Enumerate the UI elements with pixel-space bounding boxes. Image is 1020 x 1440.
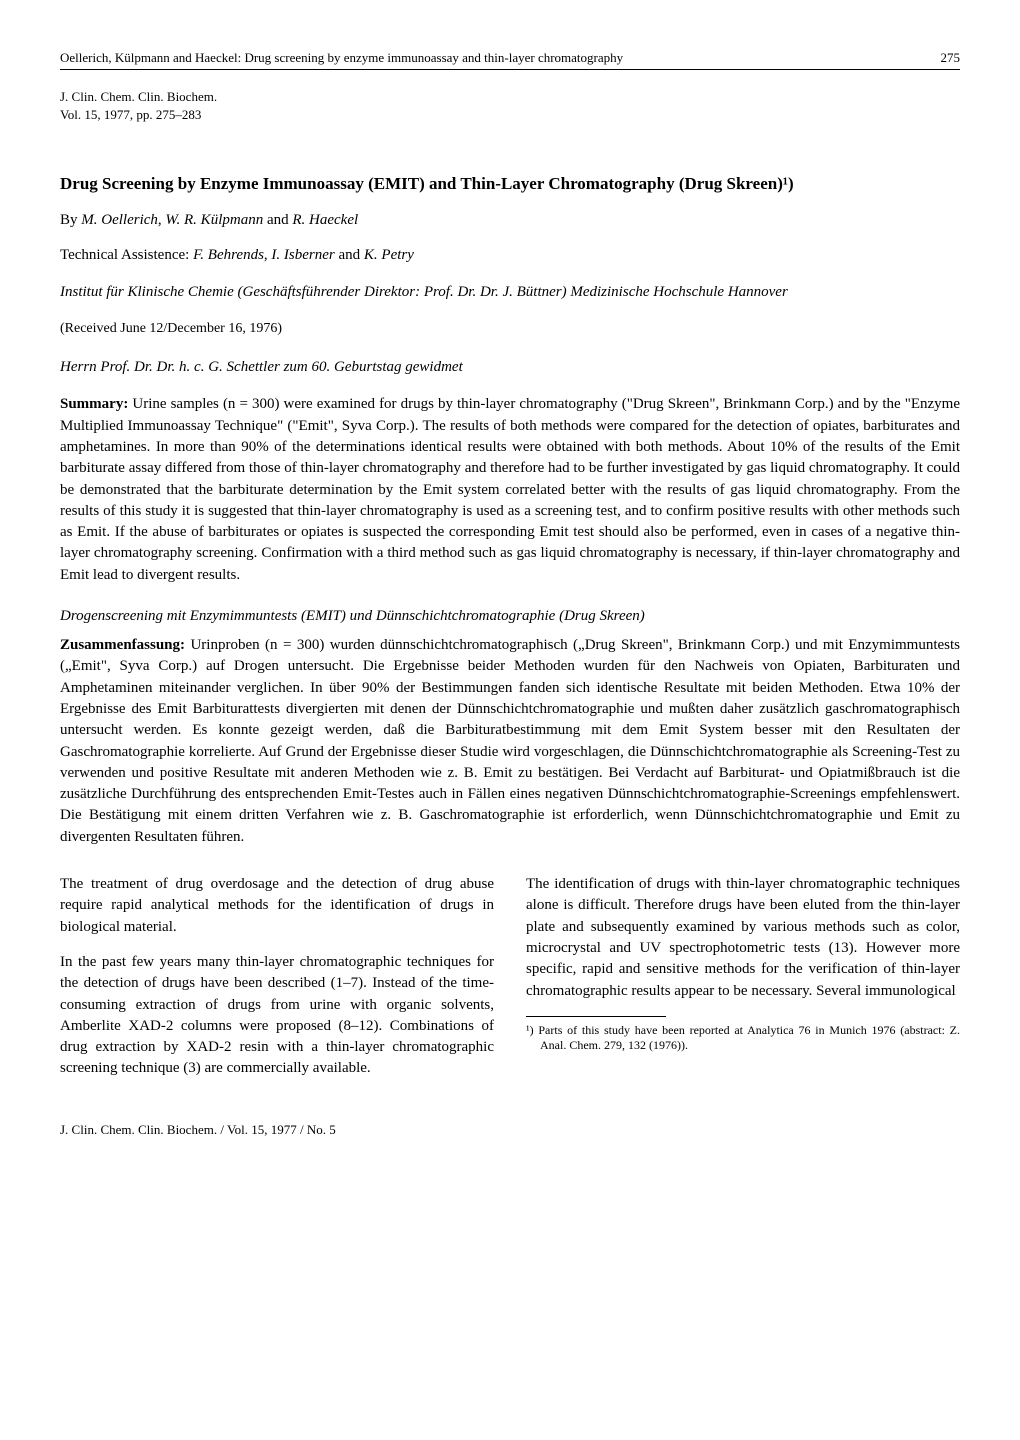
institute: Institut für Klinische Chemie (Geschäfts… [60,282,960,303]
running-head: Oellerich, Külpmann and Haeckel: Drug sc… [60,50,960,70]
technical-assistance: Technical Assistence: F. Behrends, I. Is… [60,247,960,264]
footnote-rule [526,1016,666,1017]
zusammenfassung-label: Zusammenfassung: [60,637,185,653]
left-column: The treatment of drug overdosage and the… [60,874,494,1094]
zusammenfassung-text: Urinproben (n = 300) wurden dünnschichtc… [60,637,960,845]
journal-line1: J. Clin. Chem. Clin. Biochem. [60,88,960,106]
summary-label: Summary: [60,396,128,412]
author-1: M. Oellerich [81,212,158,228]
page: Oellerich, Külpmann and Haeckel: Drug sc… [0,0,1020,1168]
journal-info: J. Clin. Chem. Clin. Biochem. Vol. 15, 1… [60,88,960,124]
tech-name-3: K. Petry [364,247,414,263]
summary-text: Urine samples (n = 300) were examined fo… [60,396,960,582]
dedication: Herrn Prof. Dr. Dr. h. c. G. Schettler z… [60,359,960,376]
running-head-left: Oellerich, Külpmann and Haeckel: Drug sc… [60,50,623,66]
journal-line2: Vol. 15, 1977, pp. 275–283 [60,106,960,124]
received-date: (Received June 12/December 16, 1976) [60,321,960,337]
left-para-1: The treatment of drug overdosage and the… [60,874,494,938]
german-subtitle: Drogenscreening mit Enzymimmuntests (EMI… [60,608,960,625]
author-sep2: and [263,212,292,228]
author-2: W. R. Külpmann [165,212,263,228]
right-column: The identification of drugs with thin-la… [526,874,960,1094]
footnote: ¹) Parts of this study have been reporte… [526,1023,960,1054]
tech-name-2: I. Isberner [271,247,334,263]
right-para-1: The identification of drugs with thin-la… [526,874,960,1002]
body-columns: The treatment of drug overdosage and the… [60,874,960,1094]
left-para-2: In the past few years many thin-layer ch… [60,952,494,1080]
article-title: Drug Screening by Enzyme Immunoassay (EM… [60,174,960,194]
page-footer: J. Clin. Chem. Clin. Biochem. / Vol. 15,… [60,1122,960,1138]
summary-block: Summary: Urine samples (n = 300) were ex… [60,394,960,586]
by-label: By [60,212,81,228]
page-number: 275 [941,50,961,66]
tech-name-1: F. Behrends [193,247,264,263]
tech-sep2: and [335,247,364,263]
author-3: R. Haeckel [292,212,358,228]
tech-assist-label: Technical Assistence: [60,247,193,263]
zusammenfassung-block: Zusammenfassung: Urinproben (n = 300) wu… [60,635,960,848]
authors: By M. Oellerich, W. R. Külpmann and R. H… [60,212,960,229]
